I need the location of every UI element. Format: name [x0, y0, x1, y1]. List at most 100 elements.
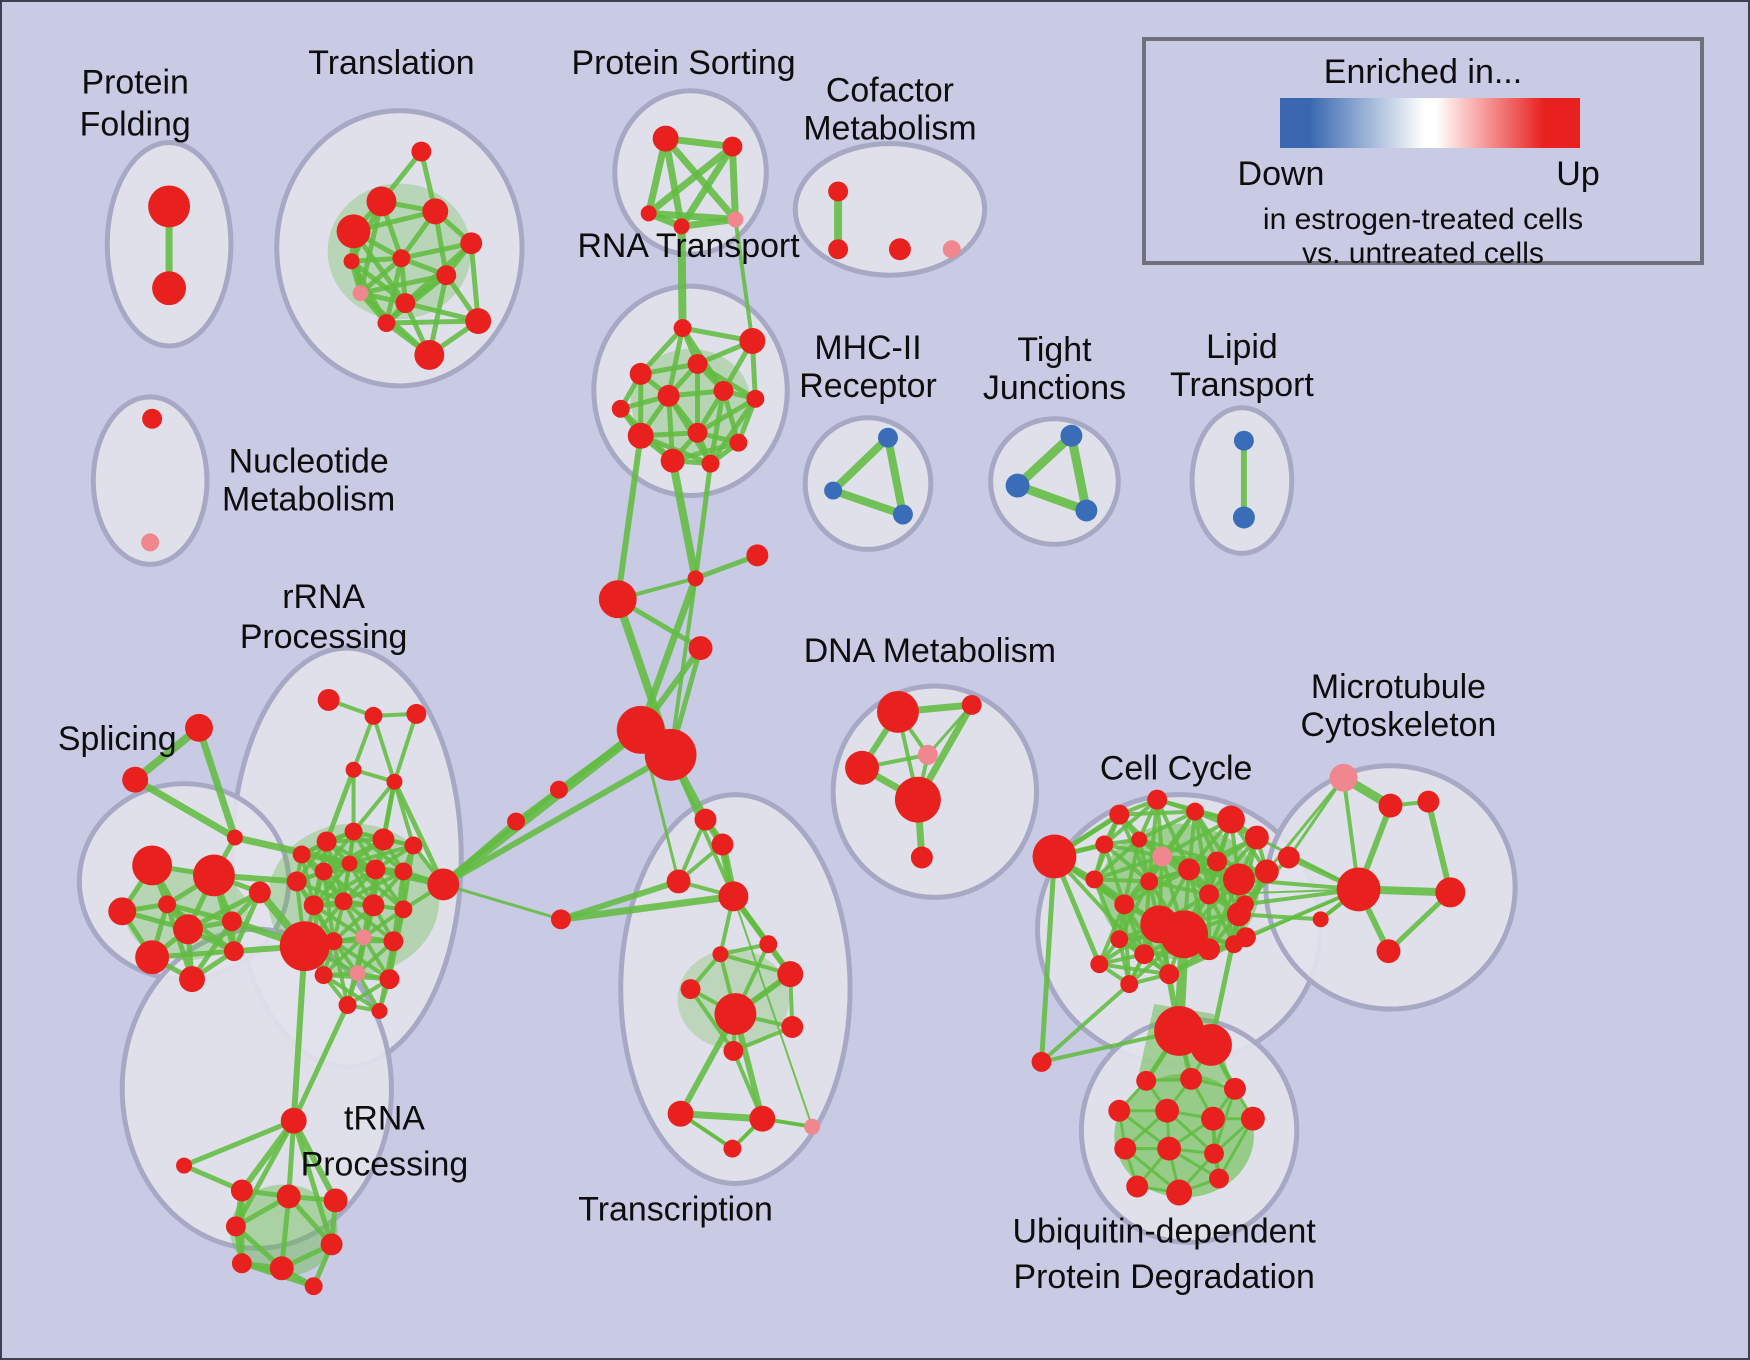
legend-up-label: Up [1556, 155, 1600, 193]
cluster-label-lipid-transport: Transport [1170, 366, 1314, 404]
gene-set-node [1240, 1106, 1265, 1131]
gene-set-node [286, 871, 307, 892]
enrichment-edge [1287, 776, 1346, 859]
gene-set-node [1417, 790, 1440, 813]
gene-set-node [173, 914, 203, 945]
gene-set-node [845, 750, 879, 785]
enrichment-edge [645, 143, 736, 217]
cluster-label-mhc-ii-receptor: Receptor [799, 367, 936, 405]
enrichment-edge [666, 325, 686, 399]
cluster-label-protein-folding: Protein [82, 64, 189, 102]
gene-set-node [759, 935, 778, 954]
gene-set-node [279, 921, 330, 972]
gene-set-node [1157, 1136, 1182, 1161]
gene-set-node [176, 1157, 193, 1174]
gene-set-node [1060, 424, 1083, 447]
gene-set-node [640, 205, 657, 222]
gene-set-node [888, 238, 911, 261]
gene-set-node [1190, 1023, 1232, 1066]
gene-set-node [465, 308, 492, 335]
gene-set-node [122, 766, 149, 793]
enrichment-edge [1122, 837, 1142, 907]
gene-set-node [1114, 1137, 1137, 1160]
legend-color-scale [1280, 98, 1580, 148]
gene-set-node [1244, 825, 1269, 850]
enrichment-edge [1137, 809, 1198, 842]
gene-set-node [1166, 1179, 1193, 1206]
cluster-label-rna-transport: RNA Transport [577, 227, 800, 265]
gene-set-node [1232, 506, 1255, 529]
gene-set-node [411, 141, 432, 162]
enrichment-edge [131, 776, 239, 842]
cluster-label-rrna-processing: rRNA [282, 578, 365, 616]
gene-set-node [746, 389, 765, 408]
gene-set-node [1085, 870, 1104, 889]
gene-set-node [108, 897, 137, 926]
gene-set-node [221, 911, 242, 932]
gene-set-node [394, 900, 413, 919]
gene-set-node [1198, 938, 1220, 961]
enrichment-edge [1102, 797, 1160, 847]
enrichment-edge [164, 901, 195, 982]
gene-set-node [135, 940, 170, 975]
legend-subtitle-line2: vs. untreated cells [1302, 237, 1544, 270]
gene-set-node [1222, 863, 1255, 896]
gene-set-node [377, 314, 396, 333]
gene-set-node [828, 239, 849, 260]
enrichment-edge [383, 255, 404, 326]
gene-set-node [1147, 789, 1168, 810]
enrichment-edge [829, 433, 892, 495]
gene-set-node [1160, 910, 1209, 959]
enrichment-edge [441, 882, 563, 921]
enrichment-edge [1214, 859, 1236, 947]
gene-set-node [1159, 964, 1180, 985]
gene-set-node [1312, 911, 1329, 928]
gene-set-node [1216, 805, 1245, 834]
gene-set-node [673, 218, 690, 235]
gene-set-node [712, 946, 729, 963]
enrichment-edge [1425, 798, 1454, 896]
gene-set-node [749, 1105, 776, 1132]
enrichment-edge [557, 878, 682, 923]
legend-down-label: Down [1237, 155, 1325, 193]
enrichment-edge [349, 258, 389, 326]
gene-set-node [694, 808, 717, 831]
enrichment-edge [614, 432, 644, 603]
cluster-label-transcription: Transcription [578, 1190, 773, 1228]
gene-set-node [132, 845, 173, 886]
gene-set-node [598, 580, 637, 619]
gene-set-node [379, 969, 400, 990]
enrichment-edge [392, 711, 419, 784]
enrichment-edge [349, 258, 408, 306]
gene-set-node [1207, 851, 1227, 872]
gene-set-node [1376, 939, 1401, 964]
gene-set-node [550, 909, 571, 930]
gene-set-node [1090, 955, 1109, 974]
enrichment-edge [677, 1110, 766, 1123]
gene-set-node [344, 822, 363, 841]
gene-set-node [1152, 846, 1173, 867]
gene-set-node [343, 253, 360, 270]
gene-set-node [1199, 884, 1219, 905]
enrichment-edge [1122, 867, 1192, 907]
gene-set-node [392, 249, 411, 268]
gene-set-node [910, 846, 933, 869]
gene-set-node [352, 285, 369, 302]
enrichment-edge [730, 893, 794, 978]
legend-box: Enriched in... Down Up in estrogen-treat… [1142, 37, 1704, 270]
gene-set-node [1109, 804, 1130, 825]
gene-set-node [1329, 763, 1358, 792]
gene-set-node [714, 993, 757, 1035]
gene-set-node [338, 996, 357, 1015]
enrichment-edge [662, 135, 739, 223]
gene-set-node [729, 433, 748, 452]
enrichment-edge [279, 1193, 292, 1271]
gene-set-node [629, 362, 652, 385]
enrichment-edge [291, 1002, 351, 1124]
gene-set-node [158, 895, 177, 914]
gene-set-node [323, 1188, 348, 1213]
enrichment-edge [1236, 912, 1323, 922]
enrichment-edge [1137, 837, 1219, 864]
gene-set-node [657, 384, 680, 407]
